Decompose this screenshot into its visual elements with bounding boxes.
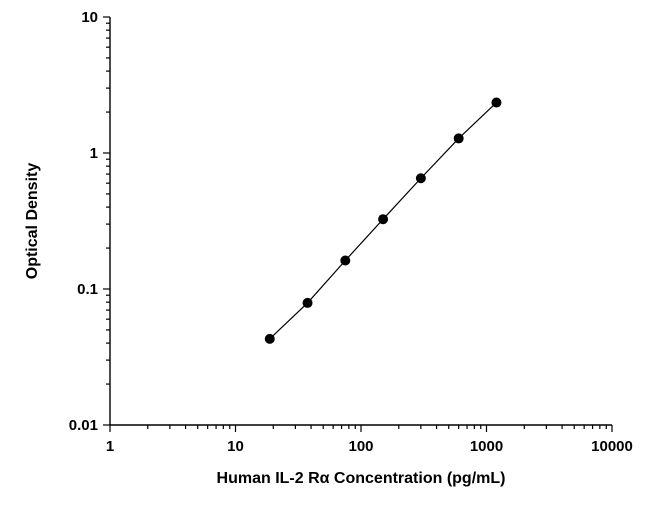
y-tick-label: 10: [81, 9, 98, 26]
data-series: [264, 97, 502, 344]
data-point: [415, 173, 426, 184]
data-point: [491, 97, 502, 108]
data-point: [340, 255, 351, 266]
y-ticks: 0.01 0.1 1 10: [69, 9, 110, 434]
x-axis-title: Human IL-2 Rα Concentration (pg/mL): [217, 470, 506, 487]
y-axis-title: Optical Density: [24, 163, 41, 280]
x-tick-label: 1000: [470, 438, 503, 455]
data-point: [264, 333, 275, 344]
data-point: [453, 133, 464, 144]
y-tick-label: 0.01: [69, 417, 98, 434]
x-tick-label: 100: [348, 438, 373, 455]
y-tick-label: 1: [90, 145, 98, 162]
x-tick-label: 1: [106, 438, 114, 455]
y-tick-label: 0.1: [77, 281, 98, 298]
x-tick-label: 10000: [591, 438, 633, 455]
x-tick-label: 10: [227, 438, 244, 455]
y-axis: 0.01 0.1 1 10: [69, 9, 111, 434]
x-ticks: 1 10 100 1000 10000: [106, 425, 633, 455]
data-point: [378, 214, 389, 225]
data-point: [302, 297, 313, 308]
x-axis: 1 10 100 1000 10000: [106, 424, 633, 455]
